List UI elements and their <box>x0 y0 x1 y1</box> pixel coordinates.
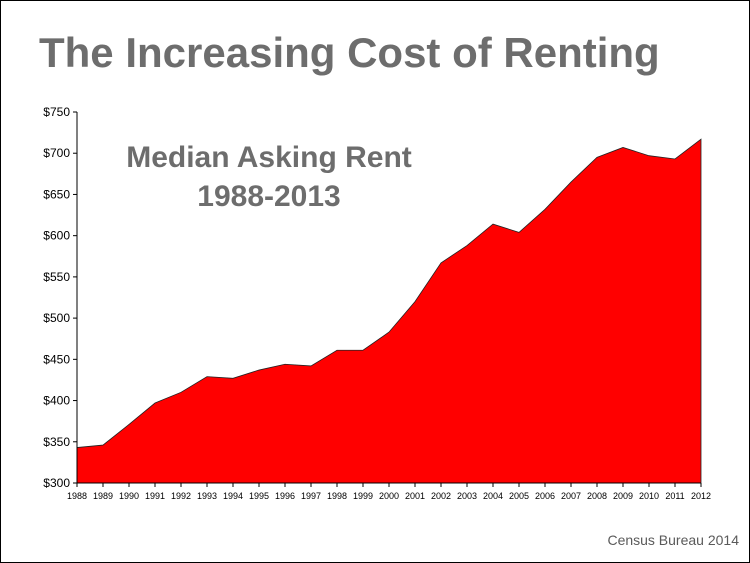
chart-title-line-2: 1988-2013 <box>197 180 340 213</box>
x-tick-label: 1995 <box>249 491 269 501</box>
x-tick-label: 1997 <box>301 491 321 501</box>
rent-area <box>76 138 702 484</box>
chart-title-line-1: Median Asking Rent <box>126 141 412 174</box>
y-tick-label: $450 <box>43 352 70 366</box>
y-tick-label: $500 <box>43 311 70 325</box>
x-tick-label: 1998 <box>327 491 347 501</box>
x-tick-label: 1988 <box>67 491 87 501</box>
y-tick-label: $750 <box>43 105 70 119</box>
x-tick-label: 2002 <box>431 491 451 501</box>
x-tick-label: 2011 <box>665 491 684 501</box>
x-tick-label: 2012 <box>691 491 711 501</box>
y-tick-label: $550 <box>43 270 70 284</box>
x-tick-label: 2000 <box>379 491 399 501</box>
y-tick-label: $600 <box>43 229 70 243</box>
x-tick-label: 2004 <box>483 491 503 501</box>
x-tick-label: 2010 <box>639 491 659 501</box>
y-tick-label: $700 <box>43 146 70 160</box>
x-tick-label: 1991 <box>145 491 165 501</box>
x-tick-label: 1994 <box>223 491 243 501</box>
x-tick-label: 2001 <box>405 491 425 501</box>
x-tick-label: 2009 <box>613 491 633 501</box>
x-tick-label: 2005 <box>509 491 529 501</box>
x-tick-label: 1993 <box>197 491 217 501</box>
x-tick-label: 2008 <box>587 491 607 501</box>
x-tick-label: 2007 <box>561 491 581 501</box>
x-tick-label: 2003 <box>457 491 477 501</box>
x-tick-label: 1999 <box>353 491 373 501</box>
x-axis-ticks <box>76 483 702 487</box>
x-tick-label: 2006 <box>535 491 555 501</box>
source-credit: Census Bureau 2014 <box>607 532 739 548</box>
y-tick-label: $350 <box>43 435 70 449</box>
x-tick-label: 1990 <box>119 491 139 501</box>
x-tick-label: 1989 <box>93 491 113 501</box>
y-tick-labels: $300 $350 $400 $450 $500 $550 $600 $650 $700 $750 <box>43 105 70 490</box>
y-tick-label: $650 <box>43 187 70 201</box>
slide-title: The Increasing Cost of Renting <box>39 29 660 76</box>
y-axis-ticks <box>73 111 77 484</box>
y-tick-label: $300 <box>43 476 70 490</box>
x-tick-labels: 1988 1989 1990 1991 1992 1993 1994 1995 1996 1997… <box>67 491 711 501</box>
y-tick-label: $400 <box>43 394 70 408</box>
x-tick-label: 1992 <box>171 491 191 501</box>
x-tick-label: 1996 <box>275 491 295 501</box>
